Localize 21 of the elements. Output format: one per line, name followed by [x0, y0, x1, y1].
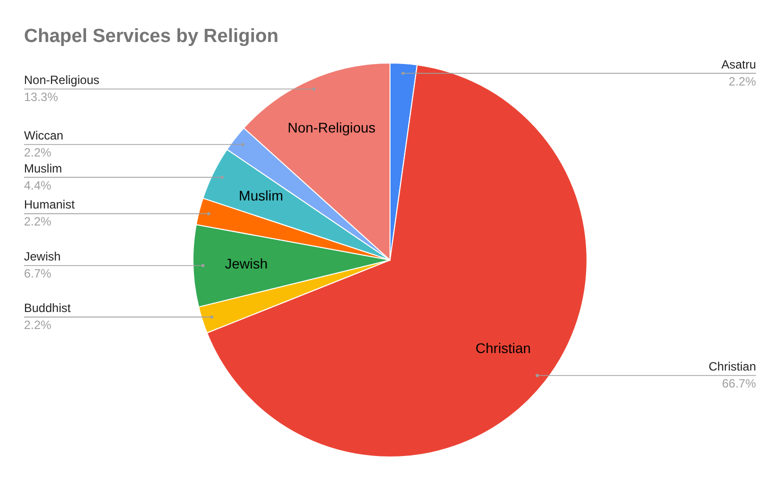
data-label: 2.2% [24, 318, 52, 332]
slice-label: Christian [476, 340, 531, 356]
slice-label: Non-Religious [288, 120, 376, 136]
data-label: 2.2% [728, 74, 756, 88]
slice-label: Jewish [224, 255, 268, 272]
slice-label: Buddhist [24, 301, 72, 316]
slice-label: Muslim [238, 187, 284, 204]
data-label: 6.7% [24, 266, 52, 281]
data-label: 2.2% [24, 146, 52, 160]
chart-title: Chapel Services by Religion [24, 26, 278, 47]
data-label: 66.7% [722, 376, 756, 390]
slice-label: Christian [708, 360, 756, 374]
slice-label: Wiccan [24, 128, 64, 142]
slice-label: Muslim [24, 161, 62, 176]
data-label: 13.3% [24, 90, 58, 104]
slice-label: Jewish [24, 250, 61, 264]
slice-label: Asatru [721, 57, 756, 72]
slice-label: Non-Religious [24, 72, 100, 87]
data-label: 4.4% [24, 178, 52, 192]
data-label: 2.2% [24, 214, 52, 229]
slice-label: Humanist [24, 198, 76, 212]
